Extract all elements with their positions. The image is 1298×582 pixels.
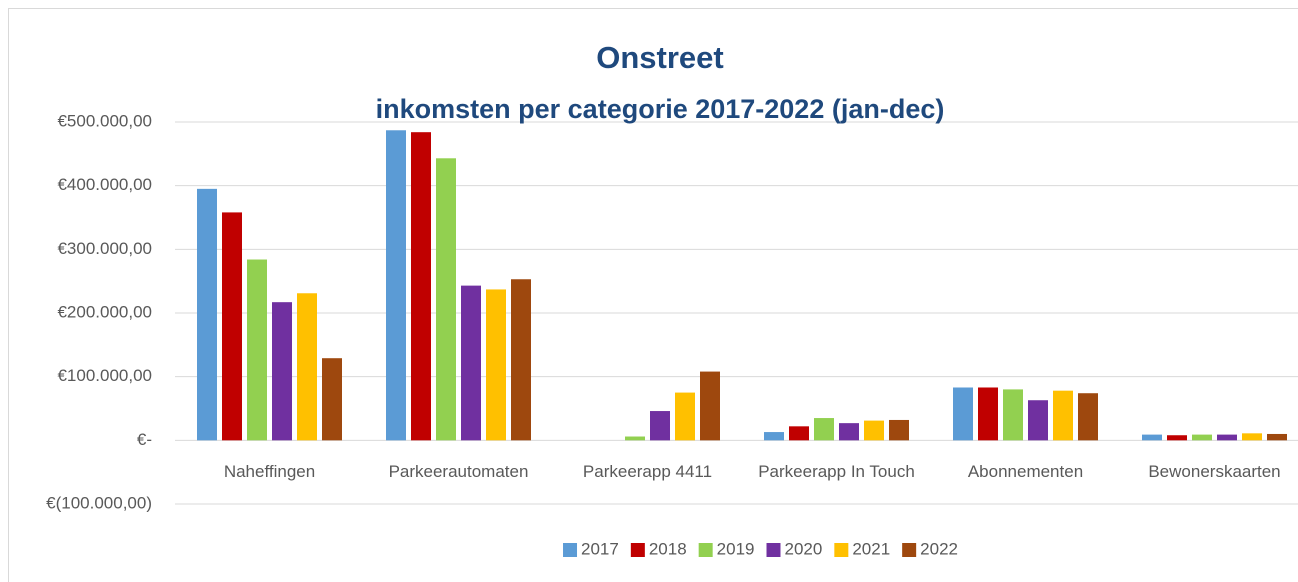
x-tick-label: Parkeerapp 4411 bbox=[583, 462, 712, 481]
x-tick-label: Parkeerautomaten bbox=[389, 462, 529, 481]
bar bbox=[953, 387, 973, 441]
bar bbox=[197, 188, 217, 441]
bar bbox=[1053, 390, 1073, 441]
x-tick-label: Abonnementen bbox=[968, 462, 1083, 481]
bar bbox=[814, 418, 834, 441]
legend-swatch bbox=[698, 543, 713, 557]
bar bbox=[839, 423, 859, 441]
bar bbox=[511, 279, 531, 441]
bar bbox=[436, 158, 456, 441]
bar bbox=[978, 387, 998, 441]
bar bbox=[322, 358, 342, 441]
y-tick-label: €(100.000,00) bbox=[46, 493, 152, 512]
x-tick-label: Parkeerapp In Touch bbox=[758, 462, 915, 481]
bar bbox=[411, 132, 431, 441]
bar bbox=[1217, 434, 1237, 441]
x-tick-label: Naheffingen bbox=[224, 462, 315, 481]
y-tick-label: €300.000,00 bbox=[57, 239, 152, 258]
bar bbox=[675, 392, 695, 441]
bar bbox=[764, 432, 784, 441]
chart-subtitle: inkomsten per categorie 2017-2022 (jan-d… bbox=[376, 94, 945, 124]
y-tick-label: €400.000,00 bbox=[57, 175, 152, 194]
bar bbox=[625, 436, 645, 441]
x-tick-label: Bewonerskaarten bbox=[1148, 462, 1280, 481]
bar bbox=[486, 289, 506, 441]
legend-swatch bbox=[902, 543, 917, 557]
legend-label: 2021 bbox=[852, 539, 890, 558]
chart-title: Onstreet bbox=[596, 40, 723, 75]
legend-swatch bbox=[563, 543, 578, 557]
bar bbox=[700, 371, 720, 441]
bar bbox=[864, 420, 884, 441]
legend-label: 2017 bbox=[581, 539, 619, 558]
bar bbox=[222, 212, 242, 441]
bar bbox=[247, 259, 267, 441]
bar bbox=[1003, 389, 1023, 441]
legend-label: 2020 bbox=[785, 539, 823, 558]
bar bbox=[1167, 435, 1187, 441]
bar bbox=[1192, 434, 1212, 441]
bar bbox=[297, 293, 317, 441]
y-tick-label: €100.000,00 bbox=[57, 366, 152, 385]
y-tick-label: €- bbox=[137, 430, 152, 449]
bar bbox=[386, 130, 406, 441]
bar bbox=[789, 426, 809, 441]
bar bbox=[1078, 393, 1098, 441]
bar bbox=[1028, 400, 1048, 441]
legend-label: 2022 bbox=[920, 539, 958, 558]
bar bbox=[1242, 433, 1262, 441]
bar bbox=[1267, 433, 1287, 441]
legend-swatch bbox=[834, 543, 849, 557]
bar bbox=[461, 285, 481, 441]
legend-swatch bbox=[630, 543, 645, 557]
bar bbox=[272, 302, 292, 441]
legend-label: 2019 bbox=[717, 539, 755, 558]
legend-label: 2018 bbox=[649, 539, 687, 558]
bar bbox=[1142, 434, 1162, 441]
y-tick-label: €500.000,00 bbox=[57, 111, 152, 130]
bar bbox=[650, 411, 670, 441]
legend-swatch bbox=[766, 543, 781, 557]
bar bbox=[889, 419, 909, 441]
y-tick-label: €200.000,00 bbox=[57, 302, 152, 321]
